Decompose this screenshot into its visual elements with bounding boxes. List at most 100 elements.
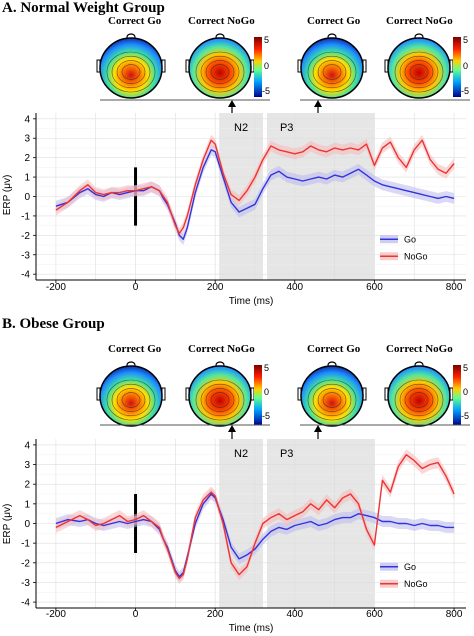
x-tick-label: -200	[46, 609, 66, 620]
head-contour	[307, 51, 357, 93]
head-contour	[312, 383, 352, 417]
head-map	[300, 37, 364, 99]
head-ear-left	[384, 59, 389, 73]
head-contour	[116, 388, 146, 412]
head-ear-right	[362, 59, 367, 73]
head-map	[387, 37, 451, 99]
head-contour	[404, 388, 434, 412]
topo-label-b1-nogo: Correct NoGo	[188, 343, 255, 355]
colorbar-tick: 0	[463, 61, 469, 71]
x-tick-label: 600	[366, 282, 383, 293]
head-contour	[409, 392, 429, 408]
head-contour	[322, 392, 342, 408]
y-tick-label: 2	[24, 153, 30, 164]
colorbar-tick: 0	[264, 61, 270, 71]
window-label-p3: P3	[280, 448, 293, 460]
x-tick-label: 0	[133, 609, 139, 620]
head-contour	[210, 392, 230, 408]
error-band-go	[55, 488, 455, 583]
y-tick-label: -4	[21, 270, 30, 281]
head-map	[188, 37, 252, 99]
head-contour	[205, 60, 235, 84]
y-tick-label: -3	[21, 578, 30, 589]
colorbar-tick: 0	[264, 387, 270, 397]
head-contour	[121, 64, 141, 80]
head-ear-right	[161, 387, 166, 401]
colorbar-tick: -5	[262, 86, 271, 96]
head-ear-right	[449, 59, 454, 73]
y-axis-label: ERP (μv)	[2, 504, 13, 545]
x-tick-label: 200	[207, 609, 224, 620]
topo-label-b2-nogo: Correct NoGo	[386, 343, 453, 355]
x-tick-label: 0	[133, 282, 139, 293]
arrowhead-n2	[228, 100, 236, 107]
colorbar-tick: 5	[264, 35, 270, 45]
y-tick-label: 1	[24, 499, 30, 510]
head-contour	[200, 55, 240, 89]
head-contour	[106, 379, 156, 421]
head-contour	[200, 383, 240, 417]
legend-label-go: Go	[404, 235, 416, 245]
head-contour	[307, 379, 357, 421]
y-tick-label: -3	[21, 250, 30, 261]
y-axis-label: ERP (μv)	[2, 175, 13, 216]
topomap-layer	[96, 33, 470, 444]
head-ear-right	[161, 59, 166, 73]
head-map	[387, 365, 451, 427]
y-tick-label: 0	[24, 519, 30, 530]
head-ear-right	[250, 59, 255, 73]
window-label-p3: P3	[280, 122, 293, 134]
head-ear-left	[96, 59, 101, 73]
topomap-correct-nogo	[185, 361, 255, 427]
y-tick-label: 2	[24, 480, 30, 491]
y-tick-label: 3	[24, 134, 30, 145]
head-contour	[317, 60, 347, 84]
head-contour	[409, 64, 429, 80]
y-tick-label: -2	[21, 558, 30, 569]
head-ear-right	[250, 387, 255, 401]
error-band-go	[55, 144, 455, 245]
y-tick-label: -1	[21, 539, 30, 550]
head-map	[99, 365, 163, 427]
window-label-n2: N2	[234, 448, 248, 460]
x-tick-label: 400	[286, 282, 303, 293]
colorbar-tick: 0	[463, 387, 469, 397]
y-tick-label: 4	[24, 440, 30, 451]
panel-b-title: B. Obese Group	[2, 316, 105, 332]
y-tick-label: -4	[21, 598, 30, 609]
topomap-correct-nogo	[185, 33, 255, 99]
y-tick-label: 4	[24, 114, 30, 125]
series-line-nogo	[55, 454, 455, 580]
topo-label-a1-go: Correct Go	[108, 15, 162, 27]
y-tick-label: 1	[24, 173, 30, 184]
x-axis-label: Time (ms)	[229, 623, 274, 634]
x-axis-label: Time (ms)	[229, 296, 274, 307]
colorbar	[453, 365, 461, 425]
arrowhead-n2	[228, 425, 236, 432]
topomap-correct-nogo	[384, 33, 454, 99]
y-tick-label: 3	[24, 460, 30, 471]
head-ear-right	[362, 387, 367, 401]
head-contour	[116, 60, 146, 84]
y-tick-label: -2	[21, 231, 30, 242]
arrowhead-p3	[314, 425, 322, 432]
x-tick-label: 400	[286, 609, 303, 620]
head-map	[300, 365, 364, 427]
head-ear-left	[96, 387, 101, 401]
y-tick-label: -1	[21, 211, 30, 222]
topo-label-b2-go: Correct Go	[307, 343, 361, 355]
topo-label-a2-go: Correct Go	[307, 15, 361, 27]
colorbar-tick: 5	[463, 363, 469, 373]
topomap-correct-go	[96, 33, 166, 99]
colorbar-tick: -5	[461, 86, 470, 96]
head-ear-right	[449, 387, 454, 401]
error-band-nogo	[55, 449, 455, 584]
window-label-n2: N2	[234, 122, 248, 134]
head-contour	[399, 383, 439, 417]
erp-chart-a: N2 P3 -4 -3 -2 -1 0 1 2 3 4 -200 0 200 400 600 800 Time (…	[2, 113, 466, 307]
colorbar	[453, 37, 461, 97]
colorbar-tick: -5	[461, 411, 470, 421]
head-contour	[404, 60, 434, 84]
x-tick-label: 800	[446, 609, 463, 620]
